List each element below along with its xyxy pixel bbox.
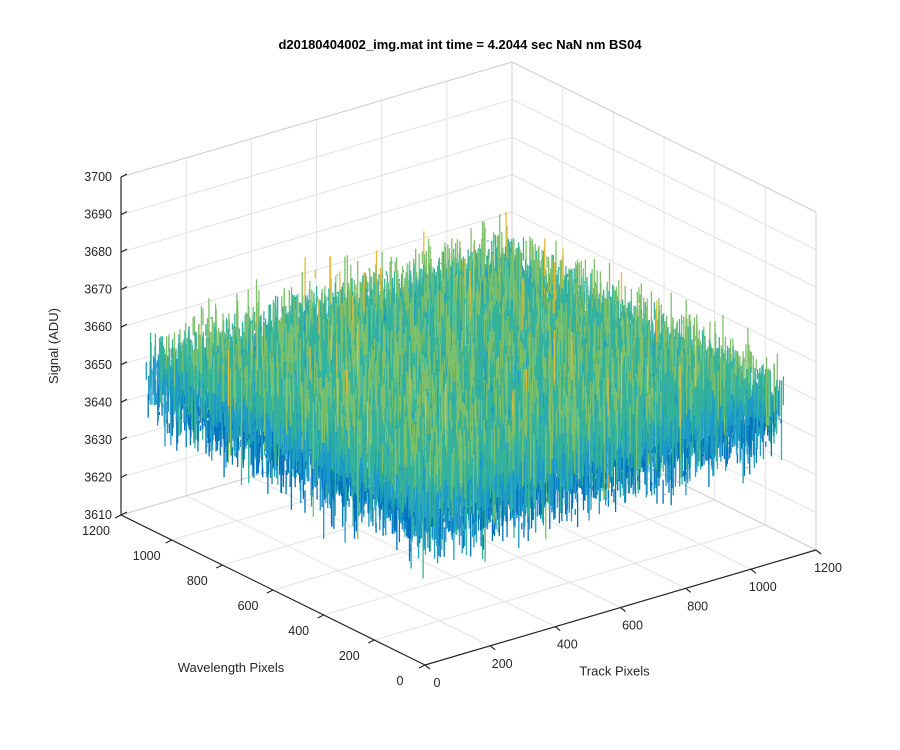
y-tick-label: 200 bbox=[339, 649, 360, 663]
y-tick-label: 1200 bbox=[82, 524, 110, 538]
surface-strokes bbox=[454, 248, 490, 267]
grid-line bbox=[511, 136, 817, 288]
z-tick-label: 3640 bbox=[84, 395, 112, 409]
y-tick-mark bbox=[317, 614, 324, 619]
grid-line bbox=[511, 99, 817, 251]
surface-strokes bbox=[320, 409, 558, 459]
surface-strokes bbox=[404, 462, 458, 535]
x-tick-mark bbox=[424, 664, 431, 670]
y-tick-mark bbox=[266, 589, 274, 594]
surface-strokes bbox=[395, 441, 470, 496]
z-tick-label: 3650 bbox=[84, 358, 112, 372]
grid-line bbox=[120, 211, 513, 328]
x-tick-mark bbox=[815, 549, 822, 555]
x-tick-label: 1000 bbox=[749, 580, 777, 594]
surface-strokes bbox=[394, 251, 602, 351]
z-tick-mark bbox=[120, 436, 128, 441]
surface-strokes bbox=[334, 408, 469, 464]
surface-strokes bbox=[301, 397, 568, 504]
y-tick-label: 1000 bbox=[133, 549, 161, 563]
y-tick-mark bbox=[216, 564, 223, 569]
x-tick-label: 600 bbox=[622, 619, 643, 633]
z-tick-mark bbox=[120, 511, 128, 516]
y-tick-mark bbox=[418, 664, 426, 669]
z-tick-mark bbox=[120, 361, 128, 366]
z-tick-label: 3690 bbox=[84, 208, 112, 222]
box-edge bbox=[511, 61, 817, 213]
grid-line bbox=[120, 99, 513, 216]
y-tick-label: 600 bbox=[238, 599, 259, 613]
z-tick-mark bbox=[120, 323, 128, 328]
z-tick-label: 3610 bbox=[84, 508, 112, 522]
x-tick-label: 1200 bbox=[814, 561, 842, 575]
surface-strokes bbox=[390, 246, 593, 329]
surface-strokes bbox=[416, 493, 448, 530]
surface-strokes bbox=[213, 356, 565, 454]
z-tick-mark bbox=[120, 473, 128, 478]
z-tick-label: 3660 bbox=[84, 320, 112, 334]
x-tick-mark bbox=[750, 568, 757, 574]
x-tick-label: 200 bbox=[492, 657, 513, 671]
x-tick-label: 0 bbox=[434, 676, 441, 690]
z-tick-mark bbox=[120, 211, 128, 216]
y-tick-label: 400 bbox=[288, 624, 309, 638]
grid-line bbox=[511, 174, 817, 326]
surface-plot bbox=[145, 212, 785, 579]
surface-strokes bbox=[404, 504, 440, 547]
grid-line bbox=[185, 495, 491, 647]
surface-strokes bbox=[301, 271, 662, 352]
axes bbox=[114, 173, 822, 670]
surface-strokes bbox=[400, 485, 457, 526]
grid-line bbox=[120, 174, 513, 291]
y-tick-mark bbox=[114, 514, 122, 519]
x-tick-mark bbox=[620, 607, 626, 612]
grid-line bbox=[251, 476, 556, 628]
y-tick-mark bbox=[165, 539, 172, 544]
x-tick-mark bbox=[554, 626, 561, 632]
x-tick-label: 400 bbox=[557, 638, 578, 652]
surface-strokes bbox=[555, 286, 618, 303]
surface-strokes bbox=[396, 461, 467, 523]
y-tick-label: 0 bbox=[397, 674, 404, 688]
surface-strokes bbox=[462, 312, 678, 385]
z-tick-mark bbox=[120, 173, 128, 178]
surface-strokes bbox=[411, 471, 443, 550]
surface-strokes bbox=[396, 507, 454, 551]
z-tick-label: 3700 bbox=[84, 170, 112, 184]
x-tick-mark bbox=[685, 587, 692, 593]
z-tick-mark bbox=[120, 398, 128, 403]
surface-strokes bbox=[381, 443, 396, 492]
x-tick-label: 800 bbox=[687, 599, 708, 613]
surface-strokes bbox=[297, 293, 585, 403]
grid-line bbox=[511, 211, 817, 363]
y-axis-label: Wavelength Pixels bbox=[178, 660, 285, 675]
surface-strokes bbox=[227, 350, 649, 407]
z-tick-label: 3680 bbox=[84, 245, 112, 259]
z-tick-label: 3670 bbox=[84, 283, 112, 297]
z-tick-label: 3630 bbox=[84, 433, 112, 447]
grid-line bbox=[120, 136, 513, 253]
x-tick-mark bbox=[489, 645, 496, 651]
z-axis-label: Signal (ADU) bbox=[46, 308, 61, 384]
y-tick-mark bbox=[368, 639, 375, 644]
box-edge bbox=[120, 61, 513, 178]
z-tick-mark bbox=[120, 286, 128, 291]
tick-labels: 0 200 400 600 800 1000 1200 0 200 400 600 800 1000 12… bbox=[82, 170, 842, 690]
y-tick-label: 800 bbox=[187, 574, 208, 588]
surface-strokes bbox=[195, 346, 351, 407]
z-tick-label: 3620 bbox=[84, 470, 112, 484]
x-axis-label: Track Pixels bbox=[579, 664, 650, 679]
chart-title: d20180404002_img.mat int time = 4.2044 s… bbox=[278, 37, 642, 52]
z-tick-mark bbox=[120, 248, 128, 253]
